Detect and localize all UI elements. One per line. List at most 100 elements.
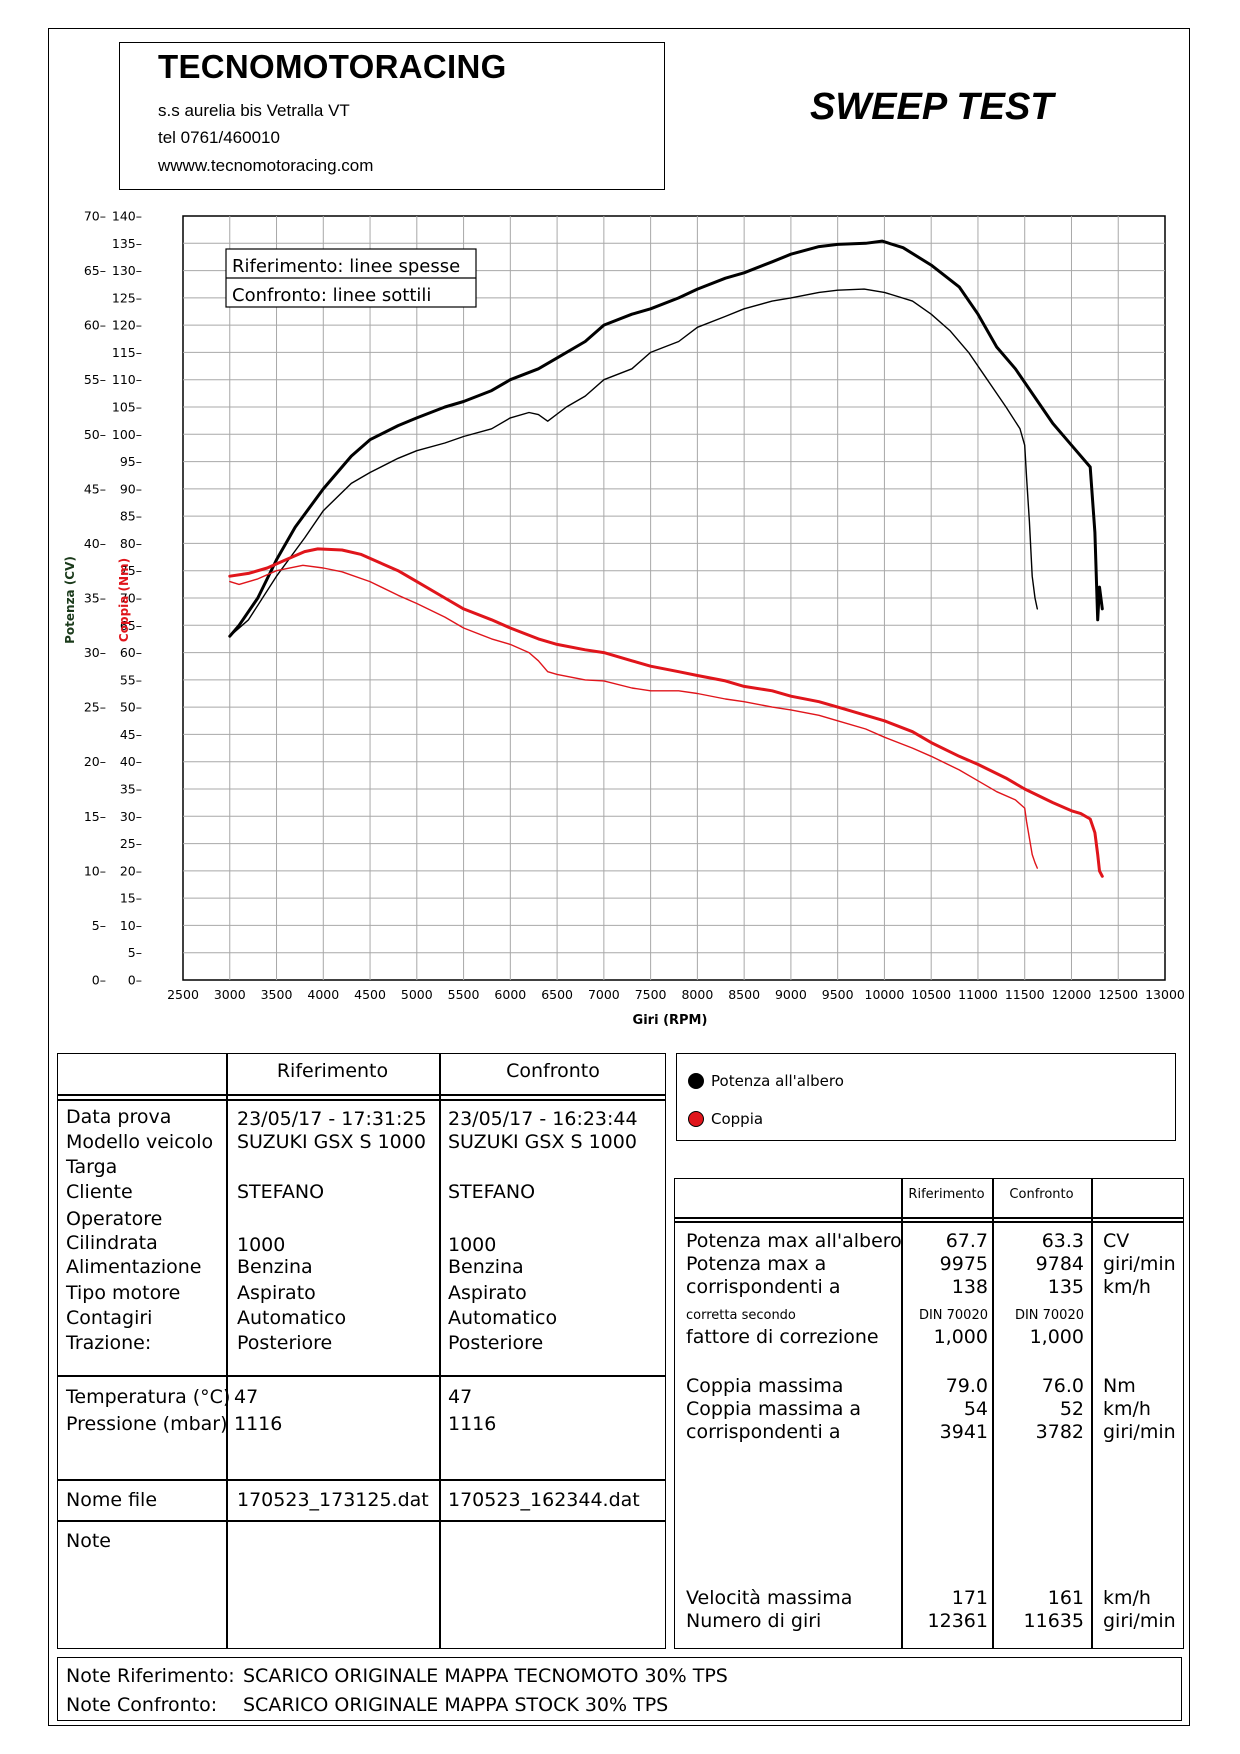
x-tick-label: 13000 <box>1145 987 1185 1002</box>
result-ref-value: 54 <box>963 1398 988 1420</box>
series-torque-confronto <box>229 564 1038 869</box>
info-label: Cilindrata <box>66 1232 158 1254</box>
result-ref-value: DIN 70020 <box>918 1308 988 1323</box>
power-tick-label: 30– <box>84 645 106 660</box>
results-col-ref: Riferimento <box>908 1187 985 1202</box>
result-unit: km/h <box>1103 1276 1151 1298</box>
power-tick-label: 50– <box>84 427 106 442</box>
x-axis-label: Giri (RPM) <box>633 1013 708 1028</box>
chart-lines <box>228 239 1104 878</box>
power-tick-label: 5– <box>92 918 106 933</box>
power-tick-label: 40– <box>84 536 106 551</box>
torque-tick-label: 85– <box>120 509 142 524</box>
torque-tick-label: 90– <box>120 481 142 496</box>
info-conf-value: 23/05/17 - 16:23:44 <box>448 1108 638 1130</box>
torque-tick-label: 125– <box>112 290 142 305</box>
info-ref-value: 1000 <box>237 1234 286 1256</box>
result-conf-value: 52 <box>1059 1398 1084 1420</box>
power-tick-label: 35– <box>84 591 106 606</box>
dyno-chart: 2500 3000 3500 4000 4500 5000 5500 6000 6500 7000… <box>63 209 1185 1029</box>
result-conf-value: 135 <box>1047 1276 1084 1298</box>
torque-tick-label: 55– <box>120 672 142 687</box>
torque-tick-label: 10– <box>120 918 142 933</box>
info-conf-value: Benzina <box>448 1256 524 1278</box>
result-conf-value: 76.0 <box>1041 1375 1084 1397</box>
info-label: Cliente <box>66 1181 133 1203</box>
torque-tick-label: 130– <box>112 263 142 278</box>
series-power-riferimento <box>228 239 1104 638</box>
note-conf-label: Note Confronto: <box>66 1694 218 1716</box>
x-tick-label: 2500 <box>167 987 199 1002</box>
power-tick-label: 65– <box>84 263 106 278</box>
info-ref-pressure: 1116 <box>234 1413 283 1435</box>
info-label: Contagiri <box>66 1307 153 1329</box>
note-conf-text: SCARICO ORIGINALE MAPPA STOCK 30% TPS <box>243 1694 669 1716</box>
company-website: wwww.tecnomotoracing.com <box>158 156 374 175</box>
result-ref-value: 171 <box>951 1587 988 1609</box>
result-label: Velocità massima <box>686 1587 853 1609</box>
x-tick-label: 12000 <box>1052 987 1092 1002</box>
torque-tick-label: 95– <box>120 454 142 469</box>
result-conf-value: 161 <box>1047 1587 1084 1609</box>
x-tick-label: 4500 <box>354 987 386 1002</box>
info-ref-value: Posteriore <box>237 1332 333 1354</box>
chart-grid <box>182 215 1166 981</box>
torque-tick-label: 105– <box>112 400 142 415</box>
result-conf-value: 1,000 <box>1029 1326 1084 1348</box>
info-label: Trazione: <box>66 1332 152 1354</box>
x-tick-label: 9500 <box>822 987 854 1002</box>
torque-tick-label: 5– <box>128 945 142 960</box>
result-label: Coppia massima a <box>686 1398 862 1420</box>
result-conf-value: 9784 <box>1035 1253 1084 1275</box>
note-ref-text: SCARICO ORIGINALE MAPPA TECNOMOTO 30% TP… <box>243 1665 728 1687</box>
torque-tick-label: 110– <box>112 372 142 387</box>
result-ref-value: 9975 <box>939 1253 988 1275</box>
x-tick-label: 3000 <box>214 987 246 1002</box>
torque-tick-label: 40– <box>120 754 142 769</box>
info-label: Operatore <box>66 1208 163 1230</box>
torque-tick-label: 60– <box>120 645 142 660</box>
info-label-note: Note <box>66 1530 111 1552</box>
torque-tick-label: 20– <box>120 863 142 878</box>
info-col-ref: Riferimento <box>276 1060 389 1082</box>
info-conf-value: 1000 <box>448 1234 497 1256</box>
power-tick-label: 25– <box>84 700 106 715</box>
note-ref-label: Note Riferimento: <box>66 1665 235 1687</box>
power-tick-label: 60– <box>84 318 106 333</box>
x-tick-label: 6500 <box>541 987 573 1002</box>
y-axis-label-torque: Coppia (Nm) <box>117 558 131 642</box>
info-ref-value: SUZUKI GSX S 1000 <box>237 1131 426 1153</box>
x-tick-label: 11500 <box>1005 987 1045 1002</box>
result-unit: Nm <box>1103 1375 1136 1397</box>
result-label: corrispondenti a <box>686 1421 841 1443</box>
info-conf-file: 170523_162344.dat <box>448 1489 640 1511</box>
result-ref-value: 79.0 <box>945 1375 988 1397</box>
result-unit: giri/min <box>1103 1610 1176 1632</box>
company-address: s.s aurelia bis Vetralla VT <box>158 101 350 120</box>
power-legend-label: Potenza all'albero <box>711 1072 844 1090</box>
torque-tick-label: 115– <box>112 345 142 360</box>
results-col-conf: Confronto <box>1009 1187 1074 1202</box>
info-ref-value: 23/05/17 - 17:31:25 <box>237 1108 427 1130</box>
torque-tick-label: 30– <box>120 809 142 824</box>
result-label: corretta secondo <box>686 1308 796 1323</box>
power-tick-label: 15– <box>84 809 106 824</box>
torque-legend-marker <box>688 1111 704 1127</box>
notes-box <box>57 1657 1182 1721</box>
power-tick-label: 20– <box>84 754 106 769</box>
x-tick-label: 5000 <box>401 987 433 1002</box>
x-tick-label: 11000 <box>958 987 998 1002</box>
info-label-pressure: Pressione (mbar) <box>66 1413 228 1435</box>
x-tick-label: 7000 <box>588 987 620 1002</box>
result-ref-value: 67.7 <box>945 1230 988 1252</box>
torque-tick-label: 120– <box>112 318 142 333</box>
info-label-file: Nome file <box>66 1489 158 1511</box>
power-tick-label: 0– <box>92 973 106 988</box>
torque-tick-label: 25– <box>120 836 142 851</box>
result-unit: CV <box>1103 1230 1130 1252</box>
info-conf-value: Aspirato <box>448 1282 527 1304</box>
test-title: SWEEP TEST <box>810 86 1054 128</box>
result-unit: km/h <box>1103 1587 1151 1609</box>
x-tick-label: 5500 <box>448 987 480 1002</box>
chart-ticks: 2500 3000 3500 4000 4500 5000 5500 6000 6500 7000… <box>84 209 1185 1003</box>
